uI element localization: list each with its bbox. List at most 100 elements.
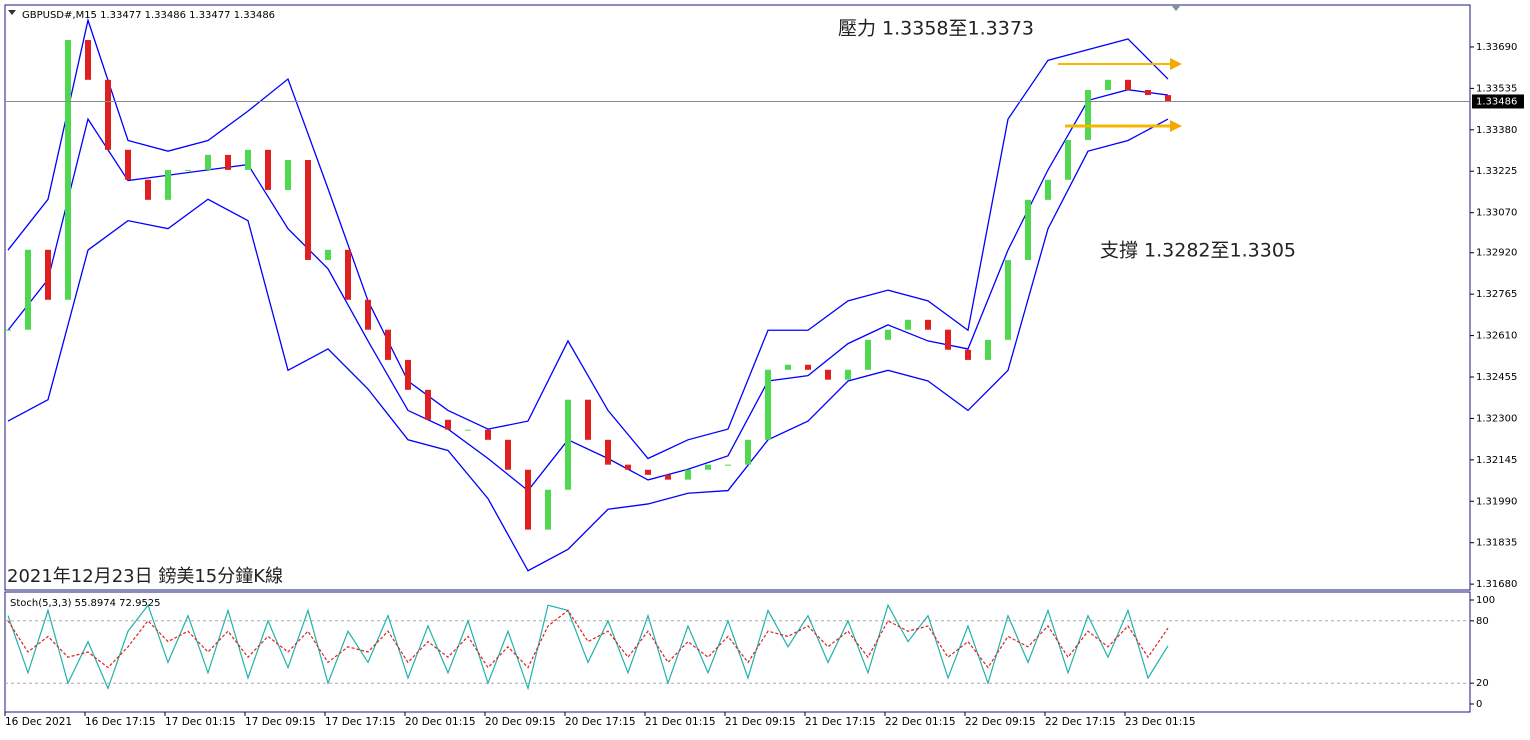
candle xyxy=(765,369,771,440)
candle xyxy=(225,154,231,170)
candle xyxy=(205,154,211,170)
x-tick-label: 22 Dec 09:15 xyxy=(965,716,1036,728)
candle xyxy=(1045,179,1051,200)
y-tick-label: 80 xyxy=(1476,616,1489,627)
candle xyxy=(345,249,351,300)
candle xyxy=(1065,139,1071,180)
candle xyxy=(45,249,51,300)
x-tick-label: 22 Dec 17:15 xyxy=(1045,716,1116,728)
candle xyxy=(845,369,851,380)
candle xyxy=(305,160,311,260)
candle xyxy=(1125,79,1131,90)
x-tick-label: 22 Dec 01:15 xyxy=(885,716,956,728)
candle xyxy=(5,329,11,331)
annotation-arrows xyxy=(1058,58,1182,132)
x-tick-label: 21 Dec 01:15 xyxy=(645,716,716,728)
y-tick-label: 1.31990 xyxy=(1476,496,1517,507)
candle xyxy=(485,429,491,440)
candle xyxy=(85,40,91,80)
x-tick-label: 17 Dec 09:15 xyxy=(245,716,316,728)
bollinger-band xyxy=(7,89,1169,492)
candle xyxy=(425,389,431,420)
arrow-head xyxy=(1170,58,1182,70)
candle xyxy=(385,329,391,360)
candle xyxy=(265,149,271,190)
candle xyxy=(985,339,991,360)
x-tick-label: 21 Dec 17:15 xyxy=(805,716,876,728)
candle xyxy=(325,249,331,260)
candle xyxy=(25,249,31,330)
candle xyxy=(445,419,451,430)
main-frame xyxy=(4,4,1471,591)
candle xyxy=(645,469,651,475)
candle xyxy=(105,79,111,150)
current-price-label: 1.33486 xyxy=(1476,96,1517,107)
y-tick-label: 100 xyxy=(1476,595,1495,606)
y-tick-label: 0 xyxy=(1476,699,1482,710)
x-tick-label: 16 Dec 17:15 xyxy=(85,716,156,728)
y-tick-label: 1.33225 xyxy=(1476,166,1517,177)
support-note: 支撐 1.3282至1.3305 xyxy=(1100,240,1296,262)
candle xyxy=(945,329,951,350)
candle xyxy=(905,319,911,330)
menu-triangle xyxy=(8,10,16,15)
symbol-header: GBPUSD#,M15 1.33477 1.33486 1.33477 1.33… xyxy=(22,10,275,21)
candle xyxy=(145,179,151,200)
candle xyxy=(665,474,671,480)
x-tick-label: 20 Dec 09:15 xyxy=(485,716,556,728)
candle xyxy=(405,359,411,390)
y-tick-label: 1.31680 xyxy=(1476,579,1517,590)
x-tick-label: 21 Dec 09:15 xyxy=(725,716,796,728)
x-tick-label: 20 Dec 01:15 xyxy=(405,716,476,728)
bollinger-band xyxy=(7,118,1169,572)
candle xyxy=(885,329,891,340)
candle xyxy=(545,489,551,530)
candle xyxy=(1085,89,1091,140)
arrow-head xyxy=(1170,120,1182,132)
x-tick-label: 17 Dec 01:15 xyxy=(165,716,236,728)
candle xyxy=(1025,199,1031,260)
shift-marker xyxy=(1171,5,1181,11)
y-tick-label: 1.33535 xyxy=(1476,83,1517,94)
stoch-frame xyxy=(4,591,1471,713)
candle xyxy=(365,299,371,330)
candle xyxy=(585,399,591,440)
stoch-line xyxy=(7,609,1169,669)
candle xyxy=(65,40,71,300)
chart-caption: 2021年12月23日 鎊美15分鐘K線 xyxy=(7,566,283,587)
candle xyxy=(705,464,711,470)
candle xyxy=(505,439,511,470)
candle xyxy=(785,364,791,370)
candle xyxy=(685,469,691,480)
candle xyxy=(125,149,131,180)
y-tick-label: 1.32145 xyxy=(1476,455,1517,466)
y-tick-label: 1.32610 xyxy=(1476,331,1517,342)
candle xyxy=(825,369,831,380)
stoch-line xyxy=(7,603,1169,691)
candle xyxy=(865,339,871,370)
candle xyxy=(1105,79,1111,90)
candle xyxy=(165,169,171,200)
candle xyxy=(745,439,751,465)
plot: 1.33690 1.33535 1.33380 1.33225 1.33070 1.329… xyxy=(4,17,1524,728)
y-tick-label: 1.32455 xyxy=(1476,372,1517,383)
current-price-box xyxy=(1472,94,1524,109)
candle xyxy=(605,439,611,465)
y-tick-label: 1.32300 xyxy=(1476,413,1517,424)
resistance-note: 壓力 1.3358至1.3373 xyxy=(838,18,1034,40)
candle xyxy=(285,160,291,190)
candle xyxy=(465,429,471,431)
y-tick-label: 20 xyxy=(1476,678,1489,689)
y-tick-label: 1.32765 xyxy=(1476,289,1517,300)
candle xyxy=(1005,259,1011,340)
candle xyxy=(185,169,191,171)
y-tick-label: 1.32920 xyxy=(1476,248,1517,259)
stoch-title: Stoch(5,3,3) 55.8974 72.9525 xyxy=(10,598,161,609)
y-tick-label: 1.33380 xyxy=(1476,125,1517,136)
bollinger-band xyxy=(7,17,1169,460)
candle xyxy=(565,399,571,490)
candle xyxy=(525,469,531,530)
candle xyxy=(805,364,811,370)
x-tick-label: 16 Dec 2021 xyxy=(5,716,72,728)
